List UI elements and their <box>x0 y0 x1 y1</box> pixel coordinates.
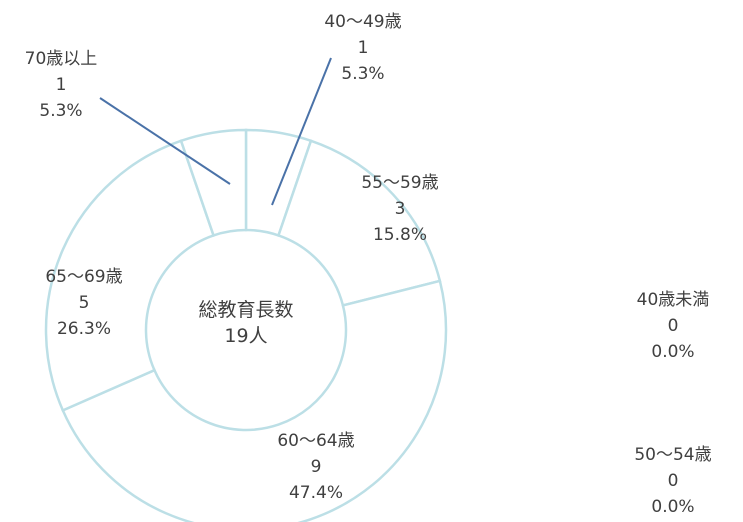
center-title: 総教育長数 <box>198 299 293 321</box>
slice-label-1: 40～49歳 1 5.3% <box>324 12 401 84</box>
slice-label-4: 60～64歳 9 47.4% <box>277 431 354 503</box>
slice-label-2: 50～54歳 0 0.0% <box>634 445 711 517</box>
slice-5 <box>44 139 216 412</box>
donut-slices <box>44 128 448 522</box>
leader-line-6 <box>99 97 231 185</box>
leader-lines <box>99 57 332 206</box>
slice-label-5: 65～69歳 5 26.3% <box>45 267 122 339</box>
slice-label-0: 40歳未満 0 0.0% <box>637 290 710 362</box>
slice-3 <box>276 139 442 307</box>
slice-labels: 40歳未満 0 0.0% 40～49歳 1 5.3% 50～54歳 0 0.0% 55～59歳 3 1… <box>25 12 712 517</box>
slice-6 <box>179 128 248 238</box>
slice-label-6: 70歳以上 1 5.3% <box>25 49 98 121</box>
center-total: 19人 <box>224 325 267 347</box>
leader-line-1 <box>271 57 332 206</box>
slice-label-3: 55～59歳 3 15.8% <box>361 173 438 245</box>
slice-4 <box>61 279 448 522</box>
